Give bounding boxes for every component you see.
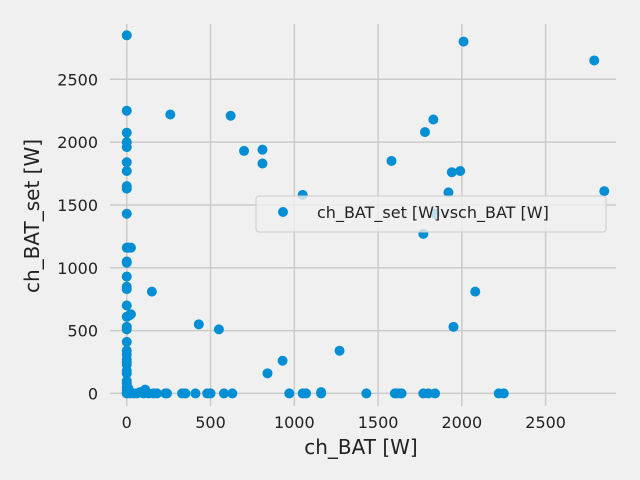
data-point: [470, 286, 481, 297]
data-point: [121, 105, 132, 116]
legend-label: ch_BAT_set [W]vsch_BAT [W]: [317, 203, 549, 223]
data-point: [121, 208, 132, 219]
data-point: [213, 324, 224, 335]
data-point: [193, 319, 204, 330]
data-point: [121, 324, 132, 335]
data-point: [151, 388, 162, 399]
legend-box: [255, 195, 607, 233]
data-point: [121, 368, 132, 379]
data-point: [121, 271, 132, 282]
data-point: [190, 388, 201, 399]
data-point: [316, 387, 327, 398]
x-tick-label: 0: [122, 413, 132, 432]
x-tick-label: 500: [195, 413, 226, 432]
data-point: [125, 309, 136, 320]
data-point: [125, 242, 136, 253]
data-point: [396, 388, 407, 399]
y-axis-label: ch_BAT_set [W]: [20, 139, 44, 293]
data-point: [121, 284, 132, 295]
data-point: [448, 321, 459, 332]
y-tick-label: 2000: [57, 133, 98, 152]
data-point: [386, 155, 397, 166]
data-point: [121, 336, 132, 347]
x-axis-label: ch_BAT [W]: [304, 435, 417, 459]
data-point: [205, 388, 216, 399]
data-point: [361, 388, 372, 399]
data-point: [121, 157, 132, 168]
legend: ch_BAT_set [W]vsch_BAT [W]: [255, 195, 607, 233]
y-tick-label: 2500: [57, 70, 98, 89]
data-point: [589, 55, 600, 66]
x-tick-label: 2500: [525, 413, 566, 432]
data-point: [146, 286, 157, 297]
data-point: [161, 388, 172, 399]
y-tick-label: 0: [88, 384, 98, 403]
data-point: [239, 145, 250, 156]
data-point: [599, 186, 610, 197]
legend-marker: [278, 207, 288, 217]
y-tick-label: 500: [67, 322, 98, 341]
data-point: [446, 167, 457, 178]
data-point: [430, 388, 441, 399]
data-point: [121, 142, 132, 153]
data-point: [419, 127, 430, 138]
data-point: [121, 257, 132, 268]
data-point: [443, 187, 454, 198]
x-tick-labels: 0 500 1000 1500 2000 2500: [122, 413, 566, 432]
data-point: [277, 355, 288, 366]
data-point: [121, 300, 132, 311]
data-point: [121, 30, 132, 41]
data-point: [227, 388, 238, 399]
data-point: [121, 127, 132, 138]
data-point: [257, 144, 268, 155]
data-point: [284, 388, 295, 399]
data-point: [498, 388, 509, 399]
data-point: [428, 114, 439, 125]
data-points: [121, 30, 610, 399]
data-point: [257, 158, 268, 169]
data-point: [121, 166, 132, 177]
y-tick-labels: 0 500 1000 1500 2000 2500: [57, 70, 98, 403]
y-tick-label: 1500: [57, 196, 98, 215]
x-tick-label: 2000: [441, 413, 482, 432]
data-point: [262, 368, 273, 379]
x-tick-label: 1000: [274, 413, 315, 432]
data-point: [165, 109, 176, 120]
data-point: [334, 345, 345, 356]
data-point: [225, 110, 236, 121]
x-tick-label: 1500: [358, 413, 399, 432]
y-tick-label: 1000: [57, 259, 98, 278]
data-point: [121, 183, 132, 194]
data-point: [180, 388, 191, 399]
data-point: [301, 388, 312, 399]
data-point: [218, 388, 229, 399]
data-point: [458, 36, 469, 47]
data-point: [455, 166, 466, 177]
